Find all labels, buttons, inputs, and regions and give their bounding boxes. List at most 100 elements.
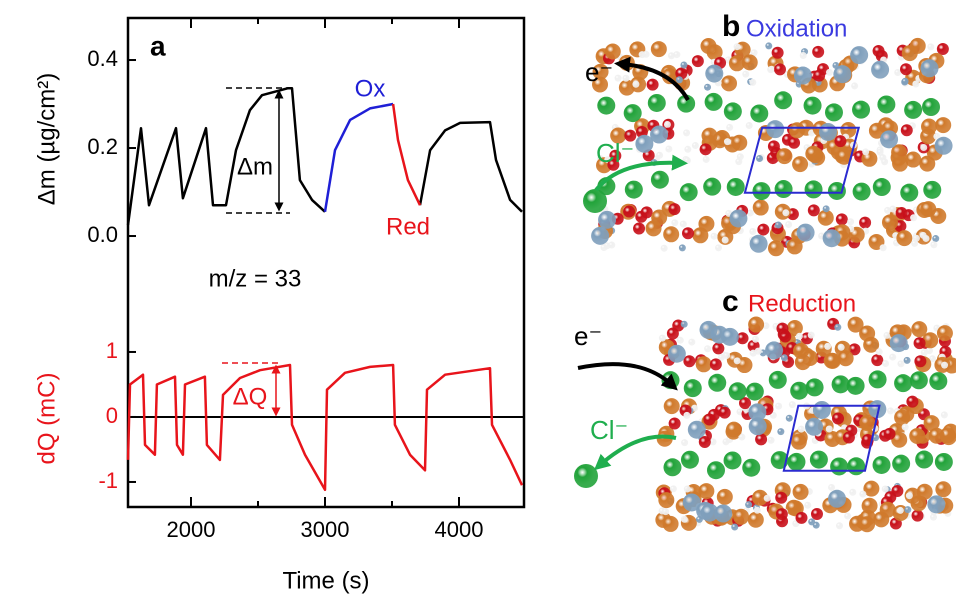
atom (719, 407, 731, 419)
atom (930, 241, 937, 248)
panel-label: c (722, 285, 739, 318)
atom (696, 356, 712, 372)
atom (677, 337, 684, 344)
atom (819, 123, 837, 141)
atom (651, 210, 667, 226)
atom (812, 46, 824, 58)
atom (729, 209, 747, 227)
y-axis-label: Δm (µg/cm²) (33, 73, 60, 206)
atom (859, 325, 875, 341)
atom (787, 453, 805, 471)
data-line (128, 365, 522, 490)
atom (722, 438, 729, 445)
atom (808, 518, 815, 525)
atom (705, 65, 723, 83)
atom (900, 184, 918, 202)
atom (882, 485, 889, 492)
atom (914, 337, 926, 349)
atom (659, 335, 666, 342)
atom (769, 371, 787, 389)
y-tick-label: 0.4 (87, 46, 118, 71)
atom (715, 244, 722, 251)
atom (833, 65, 851, 83)
atom (880, 130, 898, 148)
panel-label: a (150, 30, 166, 61)
atom (909, 428, 925, 444)
atom (920, 144, 927, 151)
atom (726, 124, 733, 131)
atom (668, 203, 680, 215)
y-tick-label: 0.0 (87, 222, 118, 247)
atom (853, 183, 871, 201)
atom (710, 358, 722, 370)
electron-label: e⁻ (585, 57, 613, 87)
atom (608, 242, 615, 249)
atom (834, 135, 846, 147)
atom (721, 328, 739, 346)
atom (859, 415, 875, 431)
atom (641, 206, 653, 218)
atom (651, 171, 669, 189)
atom (910, 371, 928, 389)
atom (768, 140, 780, 152)
atom (729, 382, 747, 400)
atom (733, 509, 749, 525)
atom (906, 396, 918, 408)
atom (859, 217, 871, 229)
atom (832, 413, 844, 425)
atom (767, 66, 774, 73)
atom (622, 75, 629, 82)
atom (777, 428, 784, 435)
atom (665, 146, 672, 153)
atom (704, 345, 711, 352)
atom (904, 357, 911, 364)
atom (775, 403, 782, 410)
y-tick-label: 0.2 (87, 134, 118, 159)
atom (684, 146, 691, 153)
atom (712, 342, 724, 354)
figure: a b Oxidation e⁻ Cl⁻ c Reduction e⁻ Cl⁻ … (0, 0, 956, 602)
atom (927, 495, 945, 513)
atom (692, 142, 699, 149)
atom (624, 104, 642, 122)
atom (717, 489, 733, 505)
atom (703, 414, 715, 426)
atom (635, 135, 653, 153)
atom (915, 451, 933, 469)
atom (810, 451, 828, 469)
atom (813, 401, 831, 419)
atom (680, 61, 687, 68)
data-line (325, 104, 393, 212)
atom (707, 461, 725, 479)
atom (688, 421, 706, 439)
atom (881, 158, 888, 165)
atom (615, 75, 622, 82)
y-tick-label: -1 (98, 468, 118, 493)
atom (688, 339, 695, 346)
atom (922, 98, 940, 116)
atom (711, 233, 718, 240)
atom (671, 219, 678, 226)
atom (824, 343, 831, 350)
atom (889, 354, 896, 361)
atom (838, 350, 854, 366)
atom (726, 422, 742, 438)
x-axis-label: Time (s) (282, 567, 369, 594)
atom (850, 46, 868, 64)
atom (668, 52, 675, 59)
atom (734, 357, 741, 364)
atom (896, 230, 912, 246)
atom (663, 226, 679, 242)
atom (790, 382, 808, 400)
atom (941, 362, 948, 369)
atom (808, 332, 815, 339)
atom (798, 426, 805, 433)
atom (920, 201, 936, 217)
atom (750, 104, 768, 122)
atom (912, 510, 924, 522)
atom (670, 485, 677, 492)
atom (775, 222, 782, 229)
atom (756, 155, 763, 162)
panel-label: b (722, 10, 740, 43)
atom (681, 321, 688, 328)
